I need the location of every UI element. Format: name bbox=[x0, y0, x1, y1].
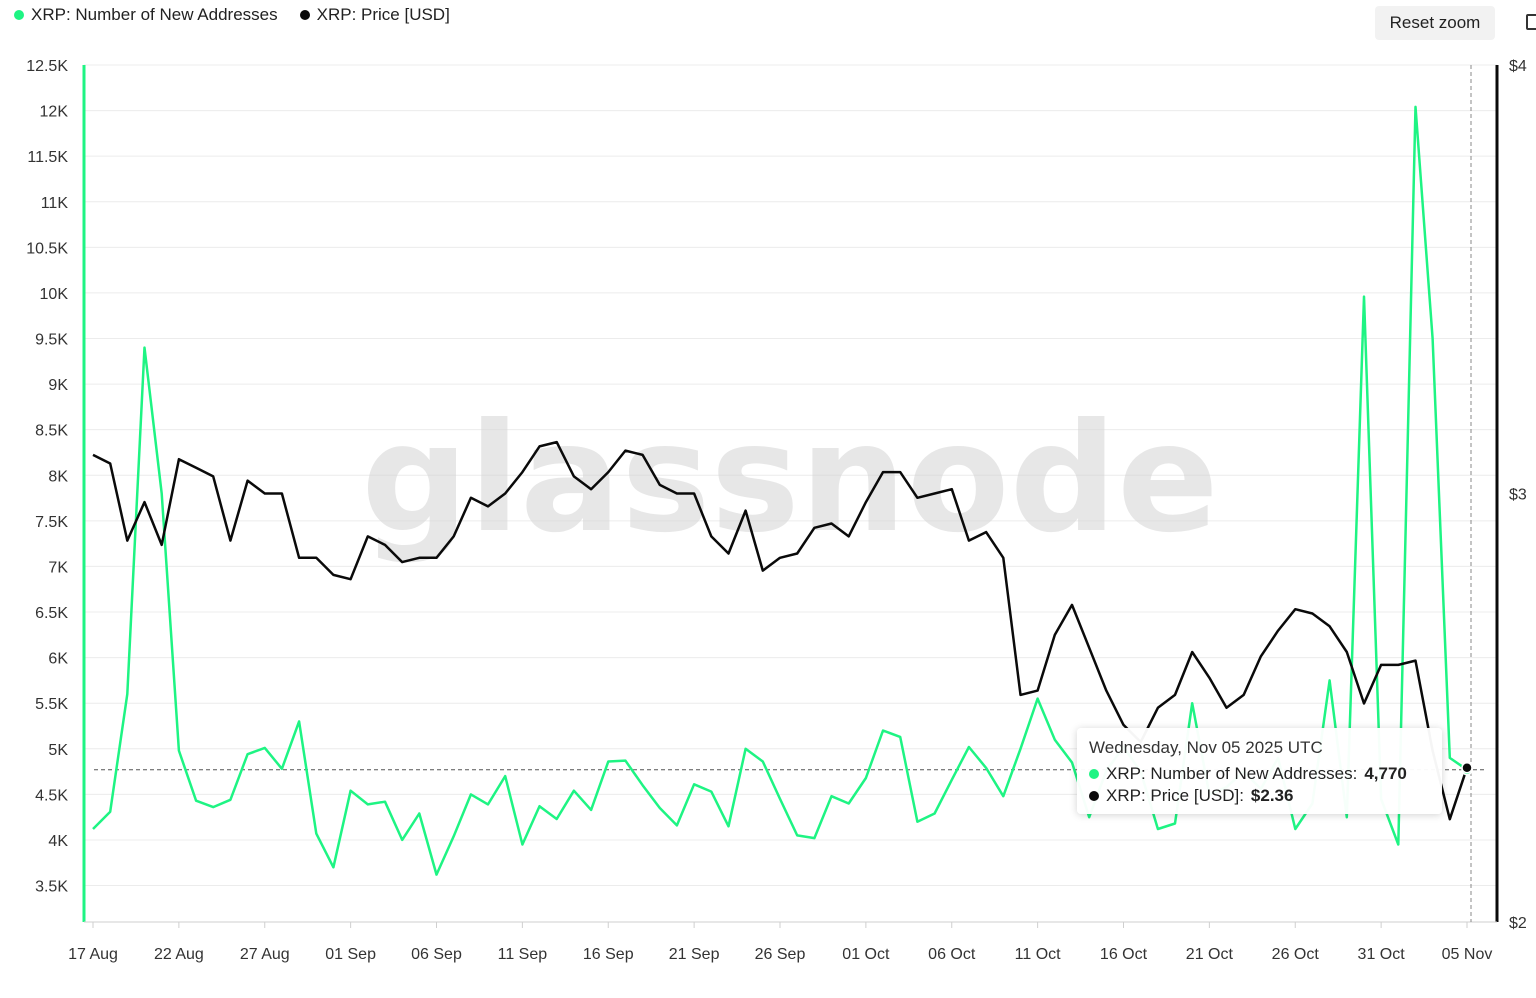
x-tick-label: 11 Sep bbox=[498, 946, 548, 963]
y-left-tick-label: 12.5K bbox=[26, 58, 68, 75]
tooltip-label-price: XRP: Price [USD]: bbox=[1106, 786, 1244, 805]
tooltip-row-new-addresses: XRP: Number of New Addresses: 4,770 bbox=[1089, 764, 1430, 784]
y-left-tick-label: 10K bbox=[40, 286, 69, 303]
x-tick-label: 01 Oct bbox=[842, 946, 890, 963]
legend-label-price: XRP: Price [USD] bbox=[316, 5, 450, 24]
tooltip-row-price: XRP: Price [USD]: $2.36 bbox=[1089, 786, 1430, 806]
y-left-tick-label: 4K bbox=[48, 833, 68, 850]
reset-zoom-button[interactable]: Reset zoom bbox=[1375, 6, 1495, 40]
legend-dot-green bbox=[14, 10, 24, 20]
legend-dot-black bbox=[299, 10, 310, 20]
x-tick-label: 31 Oct bbox=[1358, 946, 1406, 963]
y-left-tick-label: 5K bbox=[48, 742, 68, 759]
legend: XRP: Number of New Addresses XRP: Price … bbox=[14, 5, 450, 25]
x-tick-label: 21 Sep bbox=[669, 946, 720, 963]
y-right-tick-label: $4 bbox=[1509, 58, 1527, 75]
y-left-tick-label: 6.5K bbox=[35, 605, 68, 622]
x-axis: 17 Aug 22 Aug 27 Aug 01 Sep 06 Sep 11 Sep 16 S… bbox=[68, 921, 1497, 963]
y-left-tick-label: 6K bbox=[48, 651, 68, 668]
y-left-tick-label: 8.5K bbox=[35, 423, 68, 440]
y-left-tick-label: 7K bbox=[48, 559, 68, 576]
x-tick-label: 26 Oct bbox=[1272, 946, 1320, 963]
x-tick-label: 17 Aug bbox=[68, 946, 118, 963]
x-tick-label: 11 Oct bbox=[1015, 946, 1062, 963]
x-tick-label: 16 Sep bbox=[583, 946, 634, 963]
y-left-tick-label: 5.5K bbox=[35, 696, 68, 713]
y-left-tick-label: 9K bbox=[48, 377, 68, 394]
export-icon[interactable] bbox=[1526, 14, 1536, 30]
y-left-tick-label: 11K bbox=[41, 195, 69, 212]
right-y-axis: $2 $3 $4 bbox=[1495, 58, 1527, 932]
x-tick-label: 21 Oct bbox=[1186, 946, 1234, 963]
x-tick-label: 05 Nov bbox=[1442, 946, 1493, 963]
x-tick-label: 01 Sep bbox=[325, 946, 376, 963]
tooltip-dot-green bbox=[1089, 769, 1099, 779]
legend-item-new-addresses[interactable]: XRP: Number of New Addresses bbox=[14, 5, 278, 25]
x-tick-label: 06 Oct bbox=[928, 946, 976, 963]
y-left-tick-label: 9.5K bbox=[35, 332, 68, 349]
tooltip-date: Wednesday, Nov 05 2025 UTC bbox=[1089, 738, 1323, 757]
y-left-tick-label: 12K bbox=[40, 104, 69, 121]
grid-lines bbox=[84, 64, 1497, 887]
x-tick-label: 27 Aug bbox=[240, 946, 290, 963]
y-left-tick-label: 7.5K bbox=[35, 514, 68, 531]
y-left-tick-label: 3.5K bbox=[35, 879, 68, 896]
legend-item-price[interactable]: XRP: Price [USD] bbox=[299, 5, 450, 25]
x-tick-label: 16 Oct bbox=[1100, 946, 1148, 963]
y-left-tick-label: 10.5K bbox=[26, 240, 68, 257]
series-line-price[interactable] bbox=[92, 440, 1469, 821]
legend-label-new-addresses: XRP: Number of New Addresses bbox=[31, 5, 278, 24]
y-right-tick-label: $3 bbox=[1509, 487, 1527, 504]
left-y-axis: 3.5K 4K 4.5K 5K 5.5K 6K 6.5K 7K 7.5K 8K 8.5K 9K 9.5K… bbox=[26, 58, 86, 922]
y-left-tick-label: 4.5K bbox=[35, 787, 68, 804]
x-tick-label: 26 Sep bbox=[755, 946, 806, 963]
tooltip-dot-black bbox=[1089, 791, 1099, 801]
y-left-tick-label: 11.5K bbox=[27, 149, 68, 166]
tooltip-value-price: $2.36 bbox=[1250, 786, 1294, 805]
watermark: glassnode bbox=[361, 392, 1219, 566]
y-right-tick-label: $2 bbox=[1509, 915, 1527, 932]
tooltip-value-new-addresses: 4,770 bbox=[1364, 764, 1407, 783]
x-tick-label: 22 Aug bbox=[154, 946, 204, 963]
hover-marker-price bbox=[1461, 761, 1473, 774]
tooltip-label-new-addresses: XRP: Number of New Addresses: bbox=[1106, 764, 1358, 783]
y-left-tick-label: 8K bbox=[48, 468, 68, 485]
tooltip: Wednesday, Nov 05 2025 UTC XRP: Number o… bbox=[1077, 728, 1442, 814]
x-tick-label: 06 Sep bbox=[411, 946, 462, 963]
